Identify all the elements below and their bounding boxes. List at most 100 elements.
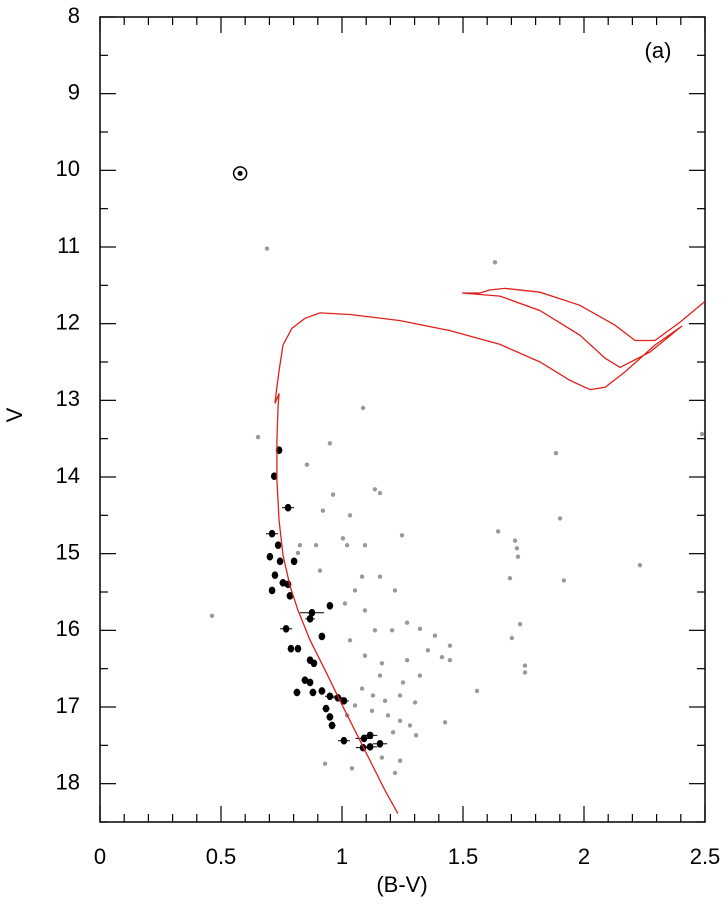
member-star [309,688,317,697]
field-star [352,703,358,708]
y-axis-label: V [2,407,27,422]
field-star [372,628,378,633]
field-star [362,608,368,613]
field-star [317,568,323,573]
member-star [282,625,290,633]
field-star [407,723,413,728]
member-star [322,704,330,713]
field-star [517,622,523,627]
x-tick-label: 0 [94,844,106,869]
field-star [413,733,419,738]
field-star [377,673,383,678]
x-tick-label: 2 [578,844,590,869]
field-star [209,613,215,618]
x-axis-label: (B-V) [376,872,427,897]
field-star [412,700,418,705]
field-star [347,513,353,518]
member-star [279,579,287,587]
y-tick-label: 17 [56,693,80,718]
member-star [268,529,276,538]
member-star [284,503,292,512]
member-star [318,632,326,641]
plot-frame [99,16,706,823]
y-tick-label: 14 [56,463,80,488]
field-star [392,588,398,593]
member-star [306,615,314,623]
field-star [349,766,355,771]
field-star [295,550,301,556]
field-star [322,761,328,766]
field-star [330,492,336,497]
field-star [417,626,423,631]
member-star [301,676,309,684]
y-tick-label: 15 [56,539,80,564]
y-tick-label: 13 [56,386,80,411]
member-star [326,692,334,701]
y-tick-label: 11 [57,233,80,258]
member-star [286,592,294,600]
field-star [699,431,705,437]
field-star [264,246,270,251]
field-star [515,554,521,559]
member-star [293,688,301,697]
field-star [320,508,326,513]
y-tick-label: 18 [56,769,80,794]
field-star [352,588,358,593]
field-star [442,720,448,725]
member-star [360,734,368,743]
member-star [294,644,302,653]
field-star [389,628,395,633]
field-star [553,451,559,456]
field-star [492,260,498,265]
member-star [376,740,384,748]
member-star [310,659,318,668]
y-tick-label: 9 [68,79,80,104]
field-star [557,516,563,521]
field-star [372,487,378,492]
field-star [507,576,513,581]
member-star [366,743,374,751]
field-star [255,434,261,440]
field-star [397,758,403,763]
field-star [404,658,410,663]
field-star [637,562,643,568]
field-star [370,693,376,698]
field-star [347,638,353,643]
special-star [232,166,248,181]
member-star [270,472,278,481]
field-star [359,574,365,579]
member-star [290,557,298,566]
field-star [360,405,366,411]
annotation: (a) [645,38,672,63]
field-star [397,718,403,723]
member-star [274,541,282,550]
member-star [287,644,295,653]
member-star [340,697,348,705]
x-tick-label: 1.5 [448,844,479,869]
field-star [377,490,383,496]
member-star [318,687,326,695]
field-star [379,755,385,760]
isochrone-line [274,287,706,814]
member-star [268,586,276,595]
field-star [327,441,333,446]
member-star [328,721,336,730]
member-star [266,552,274,561]
field-star [432,633,438,638]
x-tick-label: 2.5 [690,844,721,869]
member-star [340,736,348,745]
member-star [271,571,279,579]
field-star [377,574,383,579]
field-star [344,543,350,548]
field-star [392,770,398,776]
field-star [417,673,423,678]
field-star [359,686,365,691]
x-tick-label: 1 [336,844,348,869]
field-star [514,546,520,551]
field-star [439,654,445,660]
field-star [522,663,528,668]
field-star [404,620,410,625]
field-star [425,648,431,653]
field-star [313,543,319,548]
